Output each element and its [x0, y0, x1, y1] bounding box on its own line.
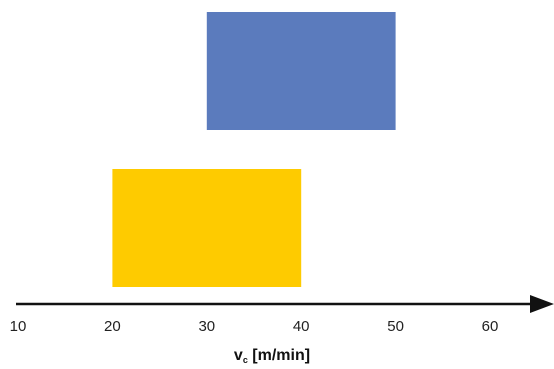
x-axis-label-subscript: c: [243, 355, 248, 365]
range-bar-1: [206, 12, 396, 130]
x-axis-label-main: v: [234, 347, 243, 364]
x-tick-label: 20: [104, 318, 121, 335]
x-axis-arrowhead: [530, 295, 554, 313]
range-bars: [112, 12, 396, 287]
x-axis: [16, 295, 554, 313]
x-axis-label-unit: [m/min]: [248, 347, 310, 364]
range-bar-2: [112, 169, 302, 287]
x-tick-label: 40: [293, 318, 310, 335]
x-tick-label: 10: [10, 318, 27, 335]
x-tick-label: 50: [387, 318, 404, 335]
x-axis-label: vc [m/min]: [234, 347, 310, 365]
x-tick-label: 30: [198, 318, 215, 335]
x-tick-label: 60: [482, 318, 499, 335]
x-tick-labels: 10 20 30 40 50 60: [10, 318, 499, 335]
